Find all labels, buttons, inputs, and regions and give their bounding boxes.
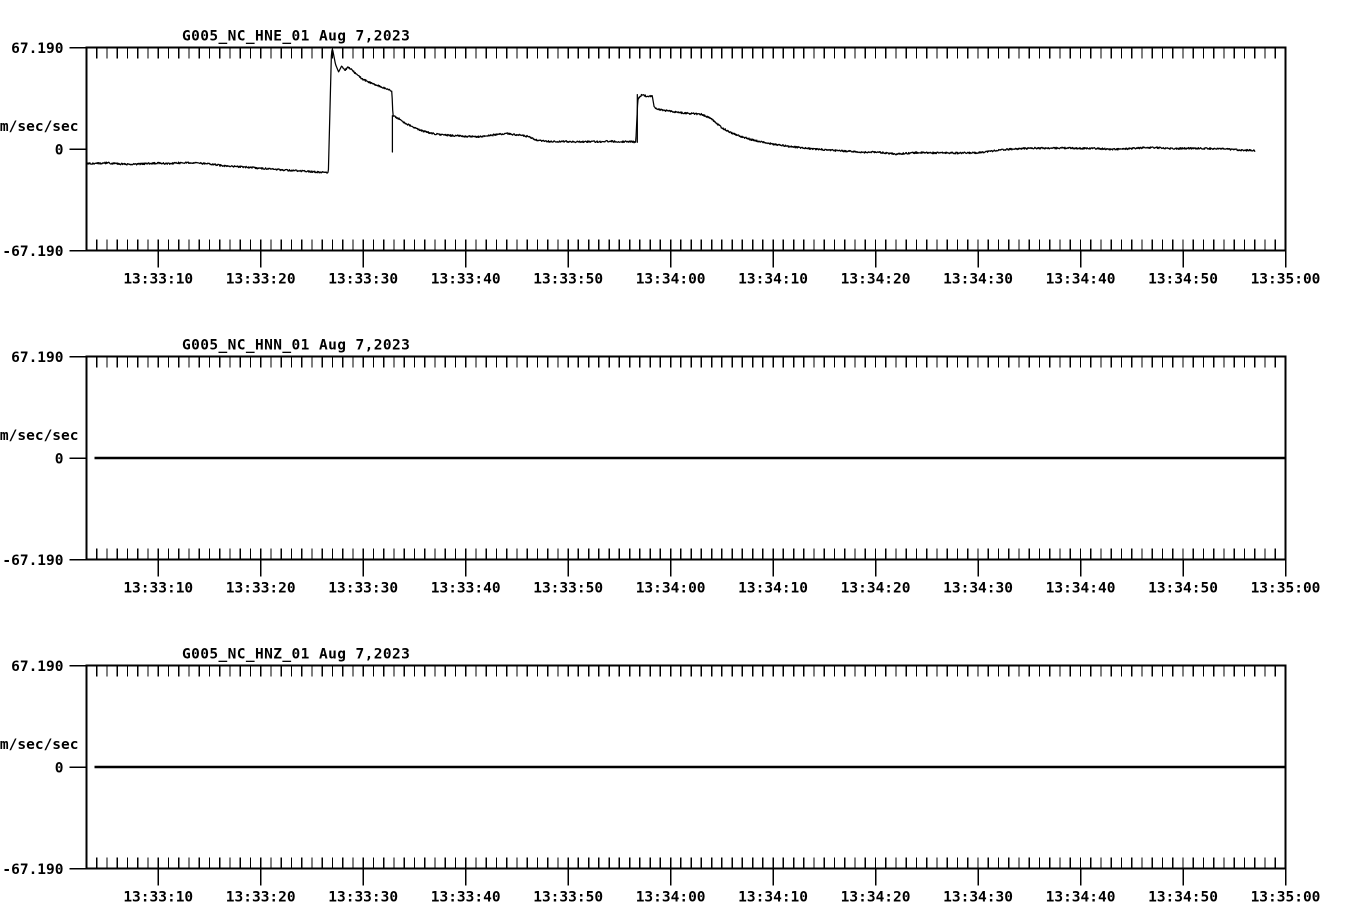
x-tick-label: 13:34:00: [636, 581, 706, 597]
waveform-panel-hnn: 67.190 0 -67.190 cm/sec/sec 13:33:10 13:33:20…: [0, 309, 1358, 599]
x-tick-label: 13:33:50: [533, 890, 603, 906]
axis-major-ticks: [157, 868, 1287, 886]
y-axis-ticks: [69, 46, 87, 252]
x-tick-label: 13:34:20: [841, 890, 911, 906]
x-tick-label: 13:33:10: [123, 581, 193, 597]
x-tick-label: 13:33:50: [533, 272, 603, 288]
y-tick-label: 0: [55, 143, 64, 159]
x-tick-label: 13:34:20: [841, 272, 911, 288]
y-axis-unit-label: cm/sec/sec: [0, 119, 79, 135]
panel-plot-0: 67.190 0 -67.190 cm/sec/sec 13:33:10 13:33:20…: [0, 29, 1321, 288]
x-tick-label: 13:33:20: [226, 272, 296, 288]
y-tick-label: 67.190: [11, 659, 63, 675]
panel-plot-2: 67.190 0 -67.190 cm/sec/sec 13:33:10 13:33:20…: [0, 647, 1321, 906]
x-tick-label: 13:34:30: [943, 272, 1013, 288]
x-tick-label: 13:34:50: [1148, 581, 1218, 597]
x-tick-label: 13:33:10: [123, 890, 193, 906]
x-tick-label: 13:34:30: [943, 890, 1013, 906]
y-axis-ticks: [69, 664, 87, 870]
x-tick-label: 13:34:50: [1148, 272, 1218, 288]
x-tick-label: 13:33:20: [226, 890, 296, 906]
x-tick-label: 13:34:40: [1046, 581, 1116, 597]
x-tick-label: 13:34:10: [738, 581, 808, 597]
x-tick-label: 13:33:10: [123, 272, 193, 288]
y-axis-ticks: [69, 355, 87, 561]
x-tick-label: 13:34:00: [636, 272, 706, 288]
y-axis-unit-label: cm/sec/sec: [0, 428, 79, 444]
y-tick-label: 0: [55, 761, 64, 777]
x-tick-label: 13:34:10: [738, 272, 808, 288]
x-tick-label: 13:34:10: [738, 890, 808, 906]
x-tick-label: 13:33:30: [328, 890, 398, 906]
x-tick-label: 13:33:30: [328, 581, 398, 597]
waveform-panel-hne: 67.190 0 -67.190 cm/sec/sec 13:33:10 13:33:20…: [0, 0, 1358, 290]
panel-title: G005_NC_HNN_01 Aug 7,2023: [182, 338, 410, 354]
axis-major-ticks: [157, 250, 1287, 268]
x-tick-label: 13:34:30: [943, 581, 1013, 597]
x-tick-label: 13:34:50: [1148, 890, 1218, 906]
x-tick-label: 13:35:00: [1251, 272, 1321, 288]
x-tick-label: 13:33:30: [328, 272, 398, 288]
x-tick-label: 13:33:40: [431, 272, 501, 288]
x-tick-label: 13:34:20: [841, 581, 911, 597]
x-tick-label: 13:35:00: [1251, 581, 1321, 597]
y-tick-label: 67.190: [11, 350, 63, 366]
x-tick-label: 13:34:00: [636, 890, 706, 906]
x-tick-label: 13:33:40: [431, 581, 501, 597]
x-tick-label: 13:34:40: [1046, 272, 1116, 288]
x-tick-label: 13:34:40: [1046, 890, 1116, 906]
x-tick-label: 13:35:00: [1251, 890, 1321, 906]
y-tick-label: 0: [55, 452, 64, 468]
x-tick-label: 13:33:20: [226, 581, 296, 597]
waveform-panel-hnz: 67.190 0 -67.190 cm/sec/sec 13:33:10 13:33:20…: [0, 618, 1358, 908]
waveform-trace: [85, 48, 1256, 174]
axis-ticks: [85, 665, 1287, 869]
panel-title: G005_NC_HNZ_01 Aug 7,2023: [182, 647, 410, 663]
x-tick-label: 13:33:40: [431, 890, 501, 906]
panel-plot-1: 67.190 0 -67.190 cm/sec/sec 13:33:10 13:33:20…: [0, 338, 1321, 597]
axis-ticks: [85, 356, 1287, 560]
y-tick-label: 67.190: [11, 41, 63, 57]
x-tick-label: 13:33:50: [533, 581, 603, 597]
panel-title: G005_NC_HNE_01 Aug 7,2023: [182, 29, 410, 45]
y-axis-unit-label: cm/sec/sec: [0, 737, 79, 753]
y-tick-label: -67.190: [2, 862, 63, 878]
axis-major-ticks: [157, 559, 1287, 577]
axis-ticks: [85, 47, 1287, 251]
y-tick-label: -67.190: [2, 244, 63, 260]
y-tick-label: -67.190: [2, 553, 63, 569]
